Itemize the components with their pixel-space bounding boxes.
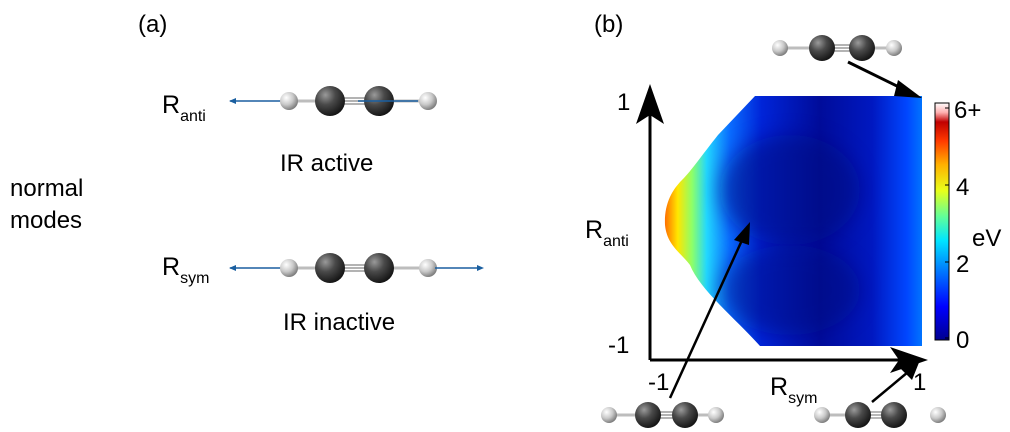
- arrowhead-left-anti: [229, 98, 236, 104]
- carbon-atom: [881, 402, 907, 428]
- panel-a-label: (a): [138, 11, 167, 38]
- acetylene-molecule-sym: [229, 253, 484, 283]
- ir-inactive-caption: IR inactive: [283, 309, 395, 336]
- carbon-atom: [315, 253, 345, 283]
- pointer-arrow-bottom-right: [871, 371, 909, 403]
- colorbar-tick-6: 6+: [954, 97, 981, 124]
- hydrogen-atom: [280, 259, 298, 277]
- x-axis-arrowhead: [890, 347, 928, 373]
- hydrogen-atom: [601, 407, 617, 423]
- hydrogen-atom: [280, 92, 298, 110]
- y-axis-label: Ranti: [585, 216, 629, 250]
- hydrogen-atom: [930, 407, 946, 423]
- molecule-top-right: [772, 35, 902, 61]
- hydrogen-atom: [419, 92, 437, 110]
- hydrogen-atom: [708, 407, 724, 423]
- colorbar-gradient: [934, 102, 950, 341]
- carbon-atom: [672, 402, 698, 428]
- carbon-atom: [809, 35, 835, 61]
- r-sym-label: Rsym: [162, 253, 209, 287]
- potential-energy-surface: [664, 96, 922, 346]
- colorbar-tick-2: 2: [956, 251, 969, 278]
- axes: [636, 84, 928, 373]
- ir-active-caption: IR active: [280, 150, 373, 177]
- normal-modes-label-line2: modes: [10, 207, 82, 234]
- carbon-atom: [315, 86, 345, 116]
- molecule-bottom-right: [814, 402, 946, 428]
- carbon-atom: [364, 253, 394, 283]
- hydrogen-atom: [814, 407, 830, 423]
- hydrogen-atom: [886, 40, 902, 56]
- acetylene-molecule-anti: [229, 86, 437, 116]
- carbon-atom: [845, 402, 871, 428]
- hydrogen-atom: [419, 259, 437, 277]
- y-tick-max: 1: [617, 89, 630, 116]
- colorbar-unit-label: eV: [972, 225, 1001, 252]
- molecule-bottom-left: [601, 402, 724, 428]
- pointer-arrow-top-right: [847, 60, 906, 92]
- carbon-atom: [635, 402, 661, 428]
- y-axis-arrowhead: [636, 84, 664, 124]
- normal-modes-label-line1: normal: [10, 175, 83, 202]
- colorbar-tick-4: 4: [956, 174, 969, 201]
- hydrogen-atom: [772, 40, 788, 56]
- pointer-arrow-bottom-left: [668, 237, 745, 399]
- x-axis-label: Rsym: [770, 373, 817, 407]
- y-tick-min: -1: [608, 332, 629, 359]
- x-tick-max: 1: [913, 369, 926, 396]
- r-anti-label: Ranti: [162, 91, 206, 125]
- colorbar: [934, 102, 950, 341]
- colorbar-tick-0: 0: [956, 327, 969, 354]
- x-tick-min: -1: [648, 369, 669, 396]
- panel-b-label: (b): [594, 11, 623, 38]
- carbon-atom: [849, 35, 875, 61]
